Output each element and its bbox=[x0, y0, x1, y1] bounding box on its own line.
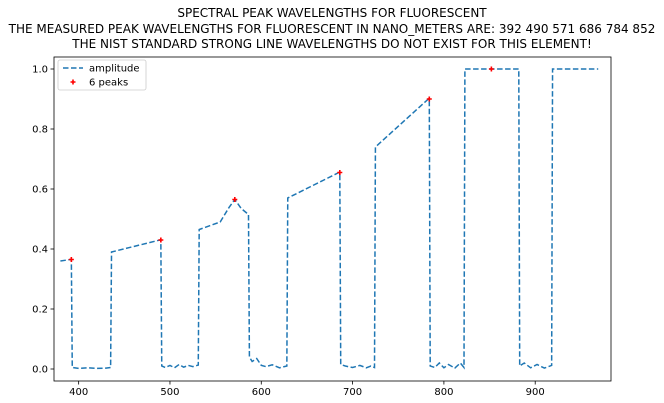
peak-marker-0 bbox=[68, 257, 74, 262]
x-tick-label-4: 800 bbox=[434, 387, 453, 398]
legend-label-peaks: 6 peaks bbox=[89, 78, 128, 89]
y-tick-label-3: 0.6 bbox=[32, 185, 48, 196]
y-tick-label-1: 0.2 bbox=[32, 305, 48, 316]
x-tick-label-2: 600 bbox=[252, 387, 271, 398]
plot-background bbox=[54, 57, 611, 381]
legend-marker-peaks bbox=[70, 79, 76, 85]
y-tick-label-0: 0.0 bbox=[32, 365, 48, 376]
chart-title-line-3: THE NIST STANDARD STRONG LINE WAVELENGTH… bbox=[71, 37, 592, 51]
y-tick-label-4: 0.8 bbox=[32, 125, 48, 136]
peak-marker-1 bbox=[158, 237, 164, 243]
plot-frame bbox=[53, 56, 612, 382]
plot-area bbox=[53, 56, 612, 382]
peak-marker-4 bbox=[426, 96, 432, 102]
y-tick-label-2: 0.4 bbox=[32, 245, 48, 256]
x-tick-label-5: 900 bbox=[526, 387, 545, 398]
legend-label-amplitude: amplitude bbox=[89, 64, 140, 75]
x-tick-label-1: 500 bbox=[160, 387, 179, 398]
axis-ticks: 400 500 600 700 800 900 0.0 0.2 0.4 0.6 0.8 1.0 bbox=[32, 65, 545, 399]
y-tick-label-5: 1.0 bbox=[32, 65, 48, 76]
peak-marker-3 bbox=[337, 170, 343, 175]
peak-marker-5 bbox=[488, 66, 494, 72]
chart-title-line-1: SPECTRAL PEAK WAVELENGTHS FOR FLUORESCEN… bbox=[177, 6, 487, 20]
legend: amplitude 6 peaks bbox=[57, 59, 147, 91]
chart-title-line-2: THE MEASURED PEAK WAVELENGTHS FOR FLUORE… bbox=[8, 22, 656, 36]
x-tick-label-0: 400 bbox=[69, 387, 88, 398]
x-tick-label-3: 700 bbox=[343, 387, 362, 398]
peak-marker-2 bbox=[232, 197, 238, 202]
